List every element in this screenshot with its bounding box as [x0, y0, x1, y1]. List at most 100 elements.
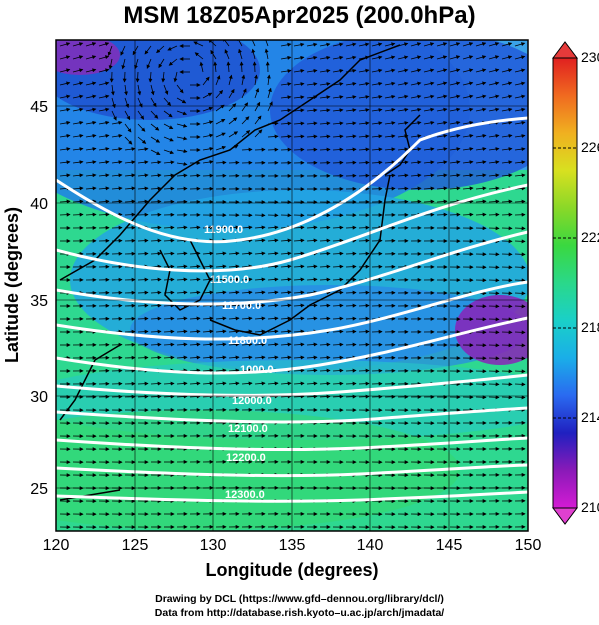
wind-arrow: [124, 123, 132, 133]
wind-arrow: [254, 115, 262, 125]
wind-arrow: [345, 147, 357, 152]
wind-arrow: [98, 186, 110, 191]
credits: Drawing by DCL (https://www.gfd–dennou.o…: [0, 592, 599, 620]
wind-arrow: [293, 147, 305, 152]
wind-arrow: [193, 41, 204, 47]
wind-arrow: [124, 186, 136, 191]
x-tick-labels: 120 125 130 135 140 145 150: [43, 537, 542, 554]
x-tick-label: 125: [122, 537, 149, 554]
wind-arrow: [163, 238, 175, 243]
y-tick-label: 25: [30, 481, 48, 498]
contour-label: 12100.0: [228, 423, 268, 435]
wind-arrow: [85, 160, 97, 165]
wind-arrow: [488, 173, 500, 178]
wind-arrow: [332, 238, 344, 243]
wind-arrow: [254, 129, 263, 138]
wind-arrow: [345, 121, 357, 126]
wind-arrow: [358, 225, 370, 230]
wind-arrow: [306, 238, 318, 243]
wind-arrow: [150, 303, 162, 308]
wind-arrow: [263, 40, 269, 47]
wind-arrow: [462, 186, 474, 191]
wind-arrow: [280, 95, 292, 100]
wind-arrow: [124, 199, 136, 204]
wind-arrow: [124, 173, 136, 178]
wind-arrow: [345, 264, 357, 269]
wind-arrow: [410, 186, 422, 191]
wind-arrow: [293, 82, 305, 87]
wind-arrow: [371, 134, 383, 139]
wind-arrow: [267, 238, 279, 243]
wind-arrow: [267, 264, 279, 269]
wind-arrow: [98, 160, 110, 165]
wind-arrow: [319, 342, 331, 347]
wind-arrow: [436, 81, 448, 86]
wind-arrow: [137, 160, 149, 165]
wind-arrow: [280, 147, 292, 152]
wind-arrow: [358, 134, 370, 139]
wind-arrow: [280, 329, 292, 334]
wind-arrow: [163, 149, 175, 155]
wind-arrow: [345, 108, 357, 113]
wind-arrow: [176, 110, 188, 116]
wind-arrow: [228, 316, 240, 321]
wind-arrow: [306, 316, 318, 321]
wind-arrow: [98, 68, 110, 73]
wind-arrow: [371, 94, 383, 99]
wind-arrow: [137, 97, 143, 108]
wind-arrow: [228, 74, 233, 86]
wind-arrow: [371, 55, 383, 60]
wind-arrow: [358, 238, 370, 243]
wind-arrow: [501, 120, 513, 125]
wind-arrow: [514, 94, 526, 99]
wind-arrow: [163, 160, 175, 165]
wind-arrow: [251, 48, 256, 60]
contour-label: 1000.0: [240, 364, 274, 376]
wind-arrow: [199, 61, 204, 73]
wind-arrow: [120, 45, 126, 56]
wind-arrow: [514, 265, 526, 270]
wind-arrow: [319, 225, 331, 230]
wind-arrow: [345, 342, 357, 347]
wind-arrow: [111, 133, 123, 138]
wind-arrow: [176, 162, 188, 166]
wind-arrow: [267, 303, 279, 308]
wind-arrow: [163, 316, 175, 321]
wind-arrow: [254, 316, 266, 321]
colorbar-min-arrow: [552, 507, 578, 525]
contour-labels: 11900.0 11500.0 11700.0 11800.0 1000.0 1…: [204, 224, 274, 501]
wind-arrow: [150, 186, 162, 191]
wind-arrow: [215, 75, 221, 86]
wind-arrow: [150, 355, 162, 360]
wind-arrow: [176, 149, 188, 154]
wind-arrow: [345, 290, 357, 295]
wind-arrow: [475, 173, 487, 178]
wind-arrow: [254, 147, 266, 152]
wind-arrow: [319, 303, 331, 308]
wind-arrow: [85, 94, 97, 99]
wind-arrow: [215, 160, 227, 165]
wind-arrow: [358, 264, 370, 269]
wind-arrow: [436, 199, 448, 204]
wind-arrow: [319, 95, 331, 100]
wind-arrow: [72, 133, 84, 138]
wind-arrow: [241, 88, 247, 99]
wind-arrow: [241, 290, 253, 295]
wind-arrow: [107, 45, 113, 57]
wind-arrow: [144, 45, 152, 55]
wind-arrow: [319, 82, 331, 86]
wind-arrow: [306, 381, 318, 386]
wind-arrow: [332, 303, 344, 308]
wind-arrow: [150, 123, 160, 131]
wind-arrow: [254, 251, 266, 256]
wind-arrow: [358, 81, 370, 86]
wind-arrow: [122, 71, 127, 83]
contour-lines: [56, 116, 528, 503]
wind-arrow: [462, 147, 474, 151]
wind-arrow: [449, 42, 461, 47]
wind-arrow: [514, 147, 526, 152]
wind-arrow: [254, 329, 266, 334]
wind-arrow: [514, 199, 526, 204]
wind-arrow: [358, 303, 370, 308]
wind-arrow: [150, 84, 155, 96]
